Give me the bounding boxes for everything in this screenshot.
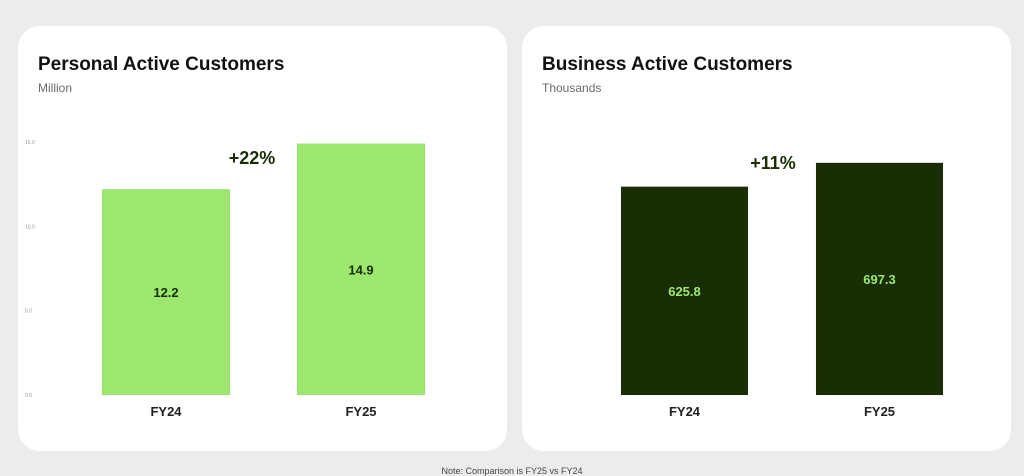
data-label: 14.9: [348, 262, 373, 277]
personal-customers-chart: 0.0 5.0 10.0 15.0 12.2 FY24 14.9 FY25 +22%: [25, 140, 426, 419]
growth-annotation: +11%: [750, 153, 796, 173]
chart-title: Business Active Customers: [542, 54, 793, 75]
x-tick-label: FY25: [864, 404, 895, 419]
growth-annotation: +22%: [229, 148, 276, 168]
footnote: Note: Comparison is FY25 vs FY24: [441, 466, 583, 476]
data-label: 697.3: [863, 272, 896, 287]
chart-subtitle: Million: [38, 81, 73, 95]
y-tick-label: 5.0: [25, 309, 32, 315]
x-tick-label: FY24: [150, 404, 182, 419]
y-tick-label: 0.0: [25, 393, 32, 399]
bar: [620, 186, 749, 396]
data-label: 12.2: [153, 285, 178, 300]
x-tick-label: FY24: [669, 404, 701, 419]
bar: [101, 188, 231, 396]
y-tick-label: 15.0: [25, 140, 35, 146]
chart-subtitle: Thousands: [542, 81, 602, 95]
data-label: 625.8: [668, 284, 701, 299]
y-tick-label: 10.0: [25, 224, 35, 230]
business-customers-card: Business Active Customers Thousands 625.…: [522, 26, 1011, 451]
x-tick-label: FY25: [345, 404, 376, 419]
chart-title: Personal Active Customers: [38, 54, 285, 75]
bar: [815, 162, 944, 396]
personal-customers-card: Personal Active Customers Million 0.0 5.0…: [18, 26, 507, 451]
business-customers-chart: 625.8 FY24 697.3 FY25 +11%: [620, 153, 944, 419]
bar: [296, 143, 426, 396]
